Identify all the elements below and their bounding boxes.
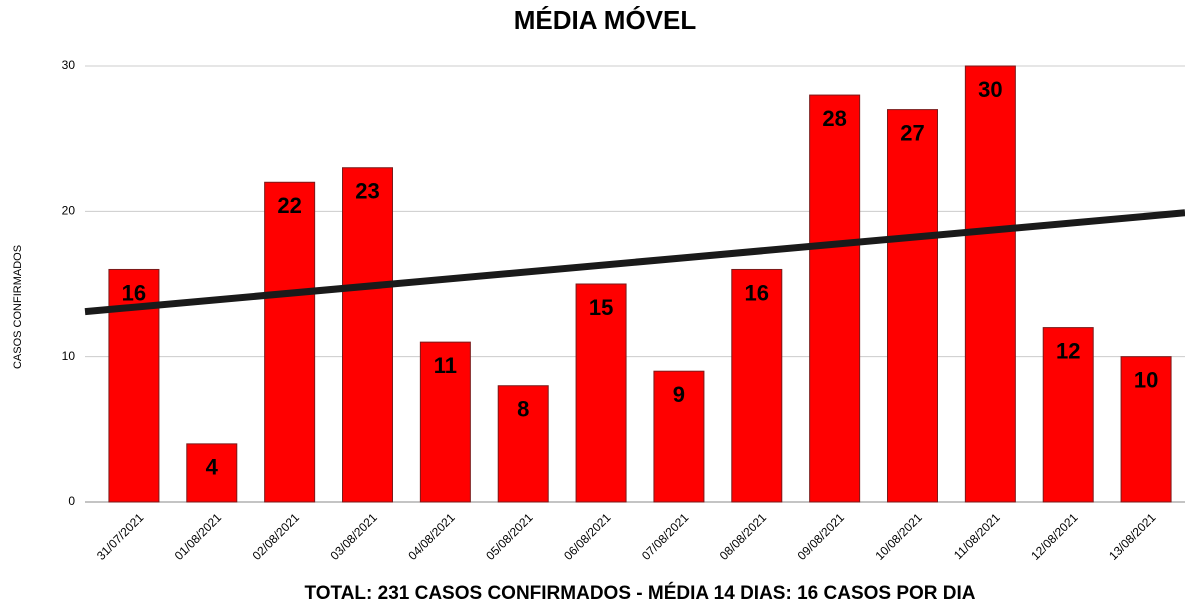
- x-tick-label: 03/08/2021: [327, 510, 380, 563]
- bar: [653, 370, 705, 503]
- data-label: 12: [1056, 338, 1080, 363]
- bar: [186, 443, 238, 503]
- bar: [964, 65, 1016, 503]
- y-tick-label: 20: [62, 204, 76, 218]
- bar: [419, 341, 471, 503]
- bar: [264, 181, 316, 503]
- bar: [1042, 327, 1094, 503]
- bar: [809, 94, 861, 503]
- bar: [1120, 356, 1172, 503]
- x-tick-label: 13/08/2021: [1106, 510, 1159, 563]
- x-tick-label: 12/08/2021: [1028, 510, 1081, 563]
- footer-note: TOTAL: 231 CASOS CONFIRMADOS - MÉDIA 14 …: [304, 582, 975, 604]
- bar: [497, 385, 549, 503]
- x-tick-label: 02/08/2021: [250, 510, 303, 563]
- bar: [342, 167, 393, 503]
- data-label: 28: [822, 106, 846, 131]
- data-label: 23: [355, 179, 379, 204]
- data-label: 16: [122, 280, 146, 305]
- y-axis-title: CASOS CONFIRMADOS: [12, 245, 24, 369]
- x-tick-label: 09/08/2021: [795, 510, 848, 563]
- x-tick-label: 07/08/2021: [639, 510, 692, 563]
- trend-line: [84, 209, 1185, 316]
- x-tick-label: 31/07/2021: [94, 510, 147, 563]
- data-label: 4: [206, 455, 219, 480]
- bar: [731, 268, 783, 503]
- data-label: 22: [277, 193, 301, 218]
- data-label: 11: [434, 353, 457, 378]
- bar: [575, 283, 627, 503]
- data-label: 8: [517, 397, 529, 422]
- x-tick-label: 06/08/2021: [561, 510, 614, 563]
- data-label: 15: [589, 295, 613, 320]
- data-label: 9: [673, 382, 685, 407]
- x-tick-label: 08/08/2021: [717, 510, 770, 563]
- y-tick-label: 30: [62, 58, 76, 72]
- x-tick-label: 10/08/2021: [872, 510, 925, 563]
- x-tick-label: 11/08/2021: [951, 510, 1003, 562]
- data-label: 30: [978, 77, 1002, 102]
- chart-title: MÉDIA MÓVEL: [514, 5, 697, 35]
- x-tick-label: 05/08/2021: [483, 510, 536, 563]
- y-tick-label: 0: [68, 494, 75, 508]
- x-tick-label: 01/08/2021: [172, 510, 225, 563]
- x-tick-label: 04/08/2021: [405, 510, 458, 563]
- y-tick-label: 10: [62, 349, 76, 363]
- data-label: 10: [1134, 367, 1158, 392]
- data-label: 16: [745, 280, 769, 305]
- bar: [887, 109, 938, 503]
- data-label: 27: [900, 120, 924, 145]
